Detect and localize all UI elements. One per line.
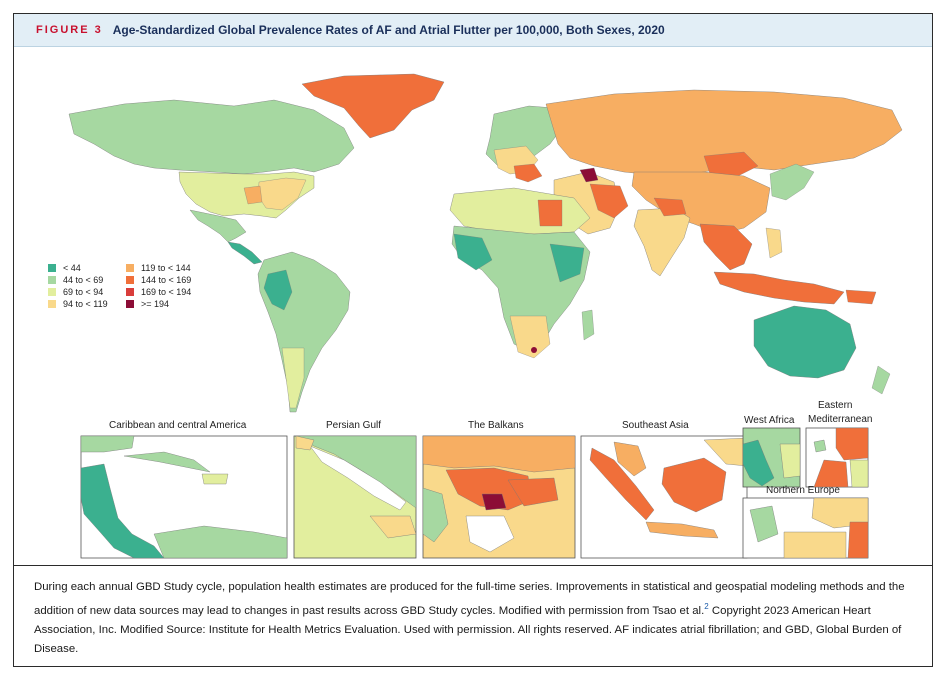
east-asia (769, 163, 815, 201)
central-america (227, 241, 263, 265)
us-east (257, 177, 307, 211)
balkans-serbia (445, 467, 533, 511)
balkans-bulgaria (507, 477, 559, 507)
ne-baltic (847, 521, 869, 559)
philippines (765, 227, 783, 259)
inset-title-northern-europe: Northern Europe (766, 485, 840, 496)
legend-swatch (48, 263, 56, 272)
sea-java (645, 521, 719, 539)
inset-title-persian-gulf: Persian Gulf (326, 420, 382, 431)
inset-title-eastern-med-1: Eastern (818, 400, 853, 411)
gulf-uae (369, 515, 417, 539)
em-island (813, 439, 827, 453)
figure-frame: FIGURE 3 Age-Standardized Global Prevale… (13, 13, 933, 667)
legend-swatch (126, 263, 134, 272)
caption-text-continued: Copyright 2023 American Heart Associatio… (34, 604, 902, 655)
balkans-north (422, 435, 576, 473)
wa-east (779, 443, 801, 479)
world-map (68, 73, 903, 559)
balkans-greece (465, 515, 515, 553)
egypt (537, 199, 563, 227)
india (633, 207, 691, 277)
inset-title-balkans: The Balkans (468, 420, 524, 431)
balkans-main (513, 163, 543, 183)
legend-item: 144 to < 169 (126, 274, 191, 285)
greenland (301, 73, 445, 139)
legend-item: 69 to < 94 (48, 286, 103, 297)
legend-item: 119 to < 144 (126, 262, 191, 273)
sa-west (263, 269, 293, 311)
russia (545, 89, 903, 177)
africa-east (549, 243, 585, 283)
legend-label: >= 194 (141, 298, 170, 309)
sea-borneo (661, 457, 727, 513)
legend-item: 44 to < 69 (48, 274, 103, 285)
legend-swatch (48, 275, 56, 284)
balkans-italy (422, 487, 449, 543)
mexico (189, 209, 247, 243)
southern-africa (509, 315, 551, 359)
legend-swatch (48, 287, 56, 296)
em-east (849, 459, 869, 488)
legend-label: < 44 (63, 262, 81, 273)
legend-label: 44 to < 69 (63, 274, 104, 285)
legend-swatch (126, 275, 134, 284)
caption-text: During each annual GBD Study cycle, popu… (34, 581, 905, 617)
figure-caption: During each annual GBD Study cycle, popu… (14, 565, 932, 666)
em-levant (813, 459, 849, 488)
australia (753, 305, 857, 379)
legend-item: < 44 (48, 262, 81, 273)
ne-central (783, 531, 847, 559)
iran (589, 183, 629, 219)
world-map-area: < 44 44 to < 69 69 to < 94 94 to < 119 1… (14, 48, 932, 563)
north-america-north (68, 99, 355, 175)
ne-uk (749, 505, 779, 543)
legend-swatch (48, 299, 56, 308)
gulf-kuwait (295, 435, 315, 451)
mongolia (703, 151, 759, 177)
new-zealand (871, 365, 891, 395)
inset-title-caribbean: Caribbean and central America (109, 420, 247, 431)
legend-swatch (126, 299, 134, 308)
caucasus (579, 167, 599, 183)
sa-south (281, 347, 305, 409)
sea-sumatra (589, 447, 655, 521)
gulf-water (309, 445, 407, 511)
caption-reference[interactable]: 2 (704, 602, 709, 611)
legend-item: 94 to < 119 (48, 298, 108, 309)
inset-title-west-africa: West Africa (744, 415, 795, 426)
inset-title-southeast-asia: Southeast Asia (622, 420, 689, 431)
lesotho (531, 347, 537, 353)
papua (845, 289, 877, 305)
madagascar (581, 309, 595, 341)
legend-label: 169 to < 194 (141, 286, 192, 297)
legend-label: 94 to < 119 (63, 298, 108, 309)
legend-label: 119 to < 144 (141, 262, 191, 273)
em-turkey (835, 427, 869, 461)
inset-title-eastern-med-2: Mediterranean (808, 414, 873, 425)
sea-malaysia (613, 441, 647, 477)
legend-item: 169 to < 194 (126, 286, 191, 297)
legend-label: 69 to < 94 (63, 286, 104, 297)
south-asia-north (653, 197, 687, 217)
caribbean-hispaniola (201, 473, 229, 485)
legend-swatch (126, 287, 134, 296)
figure-label: FIGURE 3 (36, 24, 103, 36)
caribbean-mexico-north (80, 435, 135, 453)
wa-coast (742, 439, 775, 487)
figure-title: Age-Standardized Global Prevalence Rates… (112, 23, 665, 37)
caribbean-cuba (123, 451, 211, 473)
legend-label: 144 to < 169 (141, 274, 192, 285)
us-region-b (243, 185, 263, 205)
balkans-macedonia (481, 493, 507, 511)
southeast-asia (699, 223, 753, 271)
indonesia (713, 271, 845, 305)
legend-item: >= 194 (126, 298, 169, 309)
africa-west (453, 233, 493, 271)
caribbean-south (153, 525, 288, 559)
figure-header: FIGURE 3 Age-Standardized Global Prevale… (14, 14, 932, 47)
